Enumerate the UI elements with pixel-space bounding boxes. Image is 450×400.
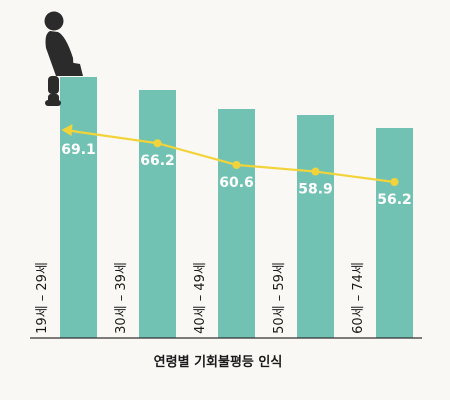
category-label-2: 30세 – 39세 xyxy=(114,262,129,334)
line-point-5 xyxy=(390,178,399,186)
bar-5 xyxy=(376,128,413,338)
bar-3 xyxy=(218,109,255,338)
chart-title: 연령별 기회불평등 인식 xyxy=(154,354,283,370)
trend-line xyxy=(66,128,395,184)
bar-1 xyxy=(60,77,97,338)
bar-2 xyxy=(139,90,176,338)
data-label-3: 60.6 xyxy=(219,175,254,191)
data-label-1: 69.1 xyxy=(61,142,96,158)
line-point-4 xyxy=(311,167,320,176)
data-label-2: 66.2 xyxy=(140,153,175,169)
bar-4 xyxy=(297,115,334,338)
data-label-5: 56.2 xyxy=(377,192,412,208)
labels-group: 69.1 19세 – 29세 66.2 30세 – 39세 60.6 40세 – 49세 5… xyxy=(35,142,412,334)
trend-line-group xyxy=(61,124,399,186)
category-label-1: 19세 – 29세 xyxy=(35,262,50,334)
data-label-4: 58.9 xyxy=(298,182,333,198)
sitting-person-icon xyxy=(44,11,83,106)
line-point-3 xyxy=(232,160,241,169)
trend-arrowhead xyxy=(61,124,73,136)
line-point-2 xyxy=(153,139,162,148)
category-label-3: 40세 – 49세 xyxy=(193,262,208,334)
category-label-4: 50세 – 59세 xyxy=(272,262,287,334)
category-label-5: 60세 – 74세 xyxy=(351,262,366,334)
bars-group xyxy=(60,77,413,338)
